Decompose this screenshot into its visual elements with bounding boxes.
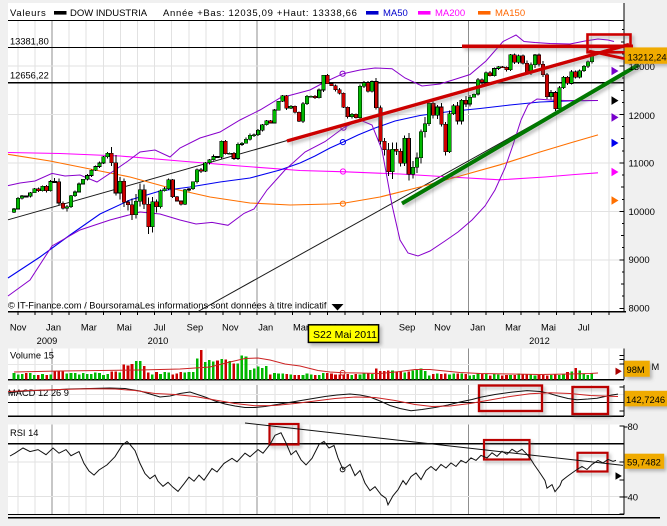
svg-text:Mai: Mai (117, 323, 132, 333)
svg-text:Nov: Nov (222, 323, 239, 333)
svg-text:MA150: MA150 (495, 8, 525, 19)
svg-text:Valeurs: Valeurs (10, 8, 46, 19)
svg-text:Sep: Sep (187, 323, 204, 333)
svg-text:98M: 98M (627, 364, 645, 375)
svg-text:RSI 14: RSI 14 (10, 428, 38, 438)
svg-text:10000: 10000 (629, 207, 655, 218)
svg-text:Mar: Mar (293, 323, 309, 333)
svg-text:S22 Mai 2011: S22 Mai 2011 (313, 329, 377, 341)
svg-text:13000: 13000 (629, 62, 655, 73)
svg-text:Nov: Nov (10, 323, 27, 333)
svg-text:11000: 11000 (629, 158, 655, 169)
svg-text:MA200: MA200 (435, 8, 465, 19)
svg-text:142,7246: 142,7246 (626, 394, 665, 405)
svg-text:80: 80 (628, 422, 639, 433)
svg-text:12656,22: 12656,22 (10, 71, 49, 81)
svg-text:Jan: Jan (470, 323, 485, 333)
svg-text:Volume 15: Volume 15 (10, 351, 54, 361)
svg-text:12000: 12000 (629, 111, 655, 122)
svg-text:40: 40 (628, 492, 639, 503)
svg-text:Mar: Mar (505, 323, 521, 333)
svg-text:Mai: Mai (541, 323, 556, 333)
svg-text:MA50: MA50 (383, 8, 408, 19)
svg-text:2012: 2012 (529, 336, 550, 346)
svg-text:9000: 9000 (629, 255, 650, 266)
svg-text:8000: 8000 (629, 304, 650, 315)
svg-text:Mar: Mar (81, 323, 97, 333)
svg-text:Jan: Jan (258, 323, 273, 333)
svg-text:Jan: Jan (46, 323, 61, 333)
svg-text:13381,80: 13381,80 (10, 37, 49, 47)
svg-text:2010: 2010 (148, 336, 169, 346)
svg-text:Année +Bas: 12035,09 +Haut: 13: Année +Bas: 12035,09 +Haut: 13338,66 (163, 8, 358, 19)
svg-text:Jul: Jul (578, 323, 590, 333)
svg-text:2009: 2009 (37, 336, 58, 346)
svg-text:MACD 12 26 9: MACD 12 26 9 (8, 388, 69, 398)
svg-text:13212,24: 13212,24 (628, 52, 667, 63)
svg-text:DOW INDUSTRIA: DOW INDUSTRIA (70, 8, 148, 19)
svg-text:M: M (652, 362, 660, 372)
svg-text:Jul: Jul (154, 323, 166, 333)
svg-text:© IT-Finance.com / BoursoramaL: © IT-Finance.com / BoursoramaLes informa… (8, 301, 327, 311)
svg-text:Sep: Sep (399, 323, 416, 333)
svg-text:Nov: Nov (434, 323, 451, 333)
svg-text:59,7482: 59,7482 (627, 457, 661, 468)
